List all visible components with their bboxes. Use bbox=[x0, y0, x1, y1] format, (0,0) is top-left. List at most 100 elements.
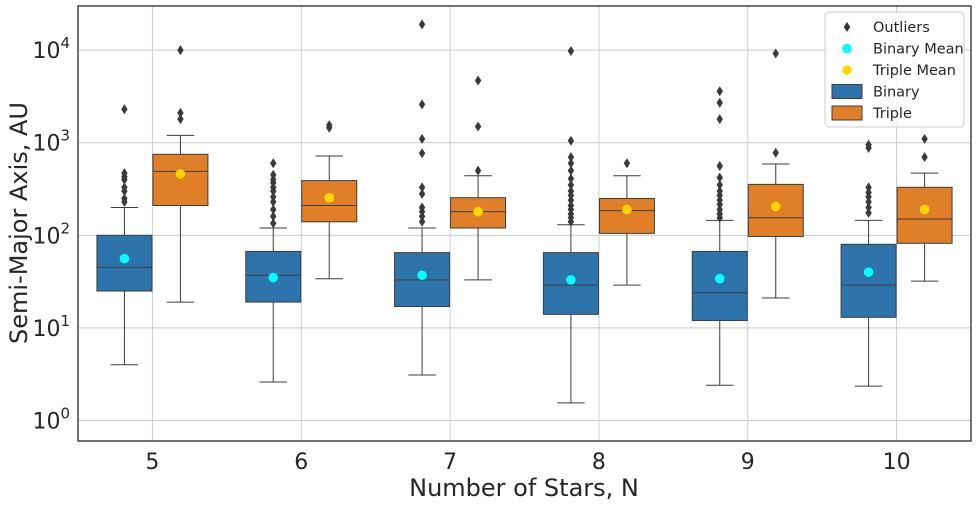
outlier-marker bbox=[270, 204, 277, 215]
outlier-marker bbox=[474, 75, 482, 86]
outlier-marker bbox=[921, 152, 928, 163]
outlier-marker bbox=[270, 211, 277, 222]
outlier-marker bbox=[270, 191, 277, 202]
outlier-marker bbox=[865, 187, 872, 198]
outlier-marker bbox=[567, 152, 575, 163]
outlier-marker bbox=[474, 165, 482, 176]
outlier-marker bbox=[326, 120, 333, 131]
outlier-marker bbox=[121, 182, 128, 193]
y-tick-base: 10 bbox=[32, 132, 60, 157]
legend-label: Binary Mean bbox=[873, 42, 964, 58]
y-tick-exponent: 3 bbox=[60, 127, 70, 145]
y-tick-exponent: 1 bbox=[60, 312, 70, 330]
outlier-marker bbox=[865, 139, 872, 150]
box-group bbox=[691, 86, 748, 386]
y-axis-label: Semi-Major Axis, AU bbox=[5, 102, 33, 344]
y-tick-base: 10 bbox=[32, 409, 60, 434]
mean-marker bbox=[714, 273, 725, 284]
outlier-marker bbox=[716, 86, 723, 97]
y-tick-label: 103 bbox=[32, 127, 70, 157]
y-tick-exponent: 4 bbox=[60, 34, 70, 52]
outlier-marker bbox=[121, 193, 128, 204]
x-axis-label: Number of Stars, N bbox=[409, 474, 639, 502]
mean-marker bbox=[919, 204, 930, 215]
box-group bbox=[96, 104, 153, 366]
box-group bbox=[152, 45, 209, 303]
outlier-marker bbox=[567, 165, 575, 176]
mean-marker bbox=[119, 253, 130, 264]
box-group bbox=[747, 48, 804, 299]
outlier-marker bbox=[121, 168, 128, 179]
y-tick-label: 104 bbox=[32, 34, 70, 64]
outlier-marker bbox=[418, 188, 426, 199]
legend-label: Triple Mean bbox=[872, 63, 956, 79]
outlier-marker bbox=[716, 179, 723, 190]
box-group bbox=[840, 139, 897, 387]
outlier-marker bbox=[418, 182, 426, 193]
outlier-marker bbox=[865, 202, 872, 213]
y-tick-label: 100 bbox=[32, 404, 70, 434]
y-tick-base: 10 bbox=[32, 39, 60, 64]
box-group bbox=[394, 19, 451, 376]
outlier-marker bbox=[623, 158, 631, 169]
outlier-marker bbox=[567, 179, 575, 190]
outlier-marker bbox=[418, 133, 426, 144]
outlier-marker bbox=[121, 104, 128, 115]
box-group bbox=[598, 158, 655, 286]
x-tick-label: 9 bbox=[741, 450, 755, 475]
outlier-marker bbox=[772, 48, 779, 59]
outlier-marker bbox=[177, 45, 184, 56]
box-group bbox=[301, 120, 358, 280]
box-group bbox=[450, 75, 507, 281]
outlier-marker bbox=[418, 19, 426, 30]
outlier-marker bbox=[270, 158, 277, 169]
outlier-marker bbox=[865, 207, 872, 218]
x-tick-label: 10 bbox=[883, 450, 911, 475]
mean-marker bbox=[770, 201, 781, 212]
legend-patch bbox=[831, 105, 863, 121]
y-tick-exponent: 2 bbox=[60, 219, 70, 237]
y-tick-label: 102 bbox=[32, 219, 70, 249]
x-tick-label: 6 bbox=[294, 450, 308, 475]
box-group bbox=[245, 158, 302, 383]
outlier-marker bbox=[921, 133, 928, 144]
y-tick-base: 10 bbox=[32, 224, 60, 249]
iqr-box bbox=[245, 250, 302, 303]
mean-marker bbox=[863, 267, 874, 277]
outlier-marker bbox=[418, 148, 426, 159]
mean-marker bbox=[324, 192, 335, 203]
iqr-box bbox=[896, 186, 953, 244]
legend-label: Binary bbox=[873, 85, 920, 101]
mean-marker bbox=[268, 272, 279, 283]
outlier-marker bbox=[567, 135, 575, 146]
legend-mean-marker bbox=[842, 65, 852, 75]
y-tick-label: 101 bbox=[32, 312, 70, 342]
mean-marker bbox=[417, 270, 427, 281]
iqr-box bbox=[840, 243, 897, 318]
outlier-marker bbox=[270, 169, 277, 180]
mean-marker bbox=[622, 204, 632, 215]
outlier-marker bbox=[865, 182, 872, 193]
outlier-marker bbox=[177, 114, 184, 125]
mean-marker bbox=[473, 206, 483, 217]
box-plot-series bbox=[96, 19, 953, 404]
legend-patch bbox=[831, 84, 863, 99]
outlier-marker bbox=[567, 200, 575, 211]
x-tick-label: 7 bbox=[443, 450, 457, 475]
legend-mean-marker bbox=[842, 43, 852, 54]
legend-label: Triple bbox=[872, 106, 912, 122]
outlier-marker bbox=[716, 114, 723, 125]
outlier-marker bbox=[716, 172, 723, 183]
outlier-marker bbox=[418, 99, 426, 110]
outlier-marker bbox=[567, 45, 575, 56]
outlier-marker bbox=[716, 97, 723, 108]
iqr-box bbox=[598, 197, 655, 234]
outlier-marker bbox=[474, 121, 482, 132]
mean-marker bbox=[566, 275, 576, 285]
legend-label: Outliers bbox=[873, 20, 930, 36]
x-tick-label: 5 bbox=[145, 450, 159, 475]
outlier-marker bbox=[177, 107, 184, 118]
outlier-marker bbox=[772, 147, 779, 158]
